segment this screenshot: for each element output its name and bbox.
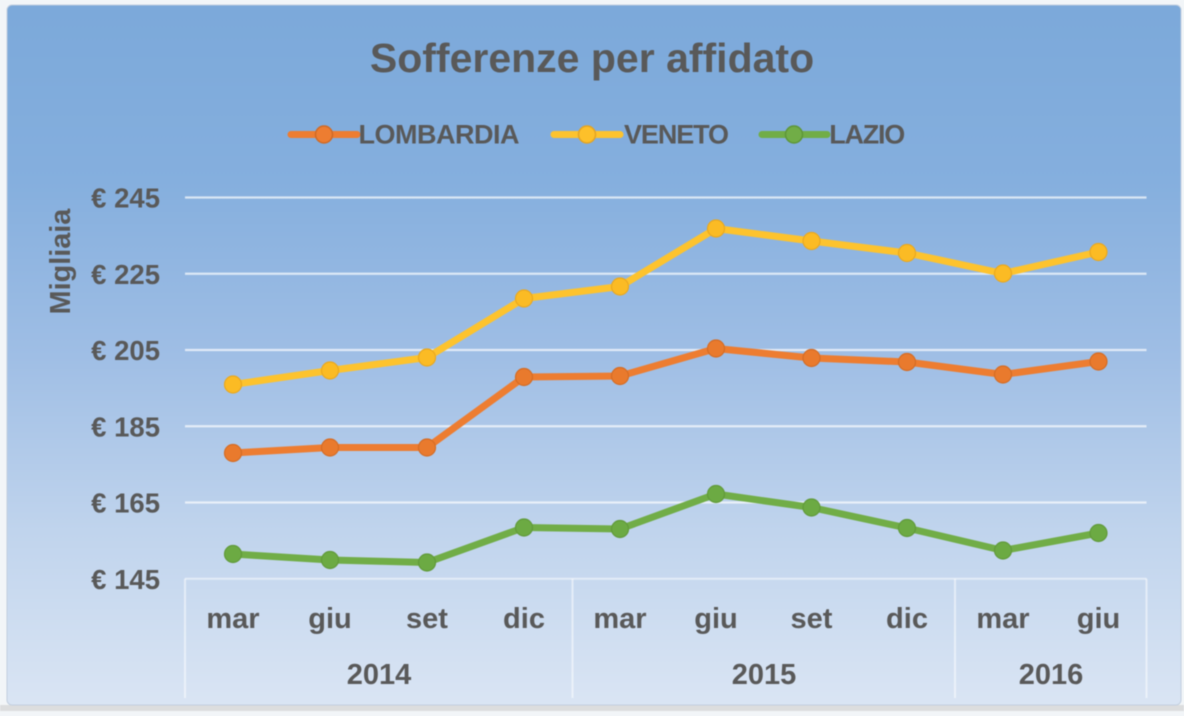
svg-text:LAZIO: LAZIO [829, 120, 904, 150]
svg-text:€ 225: € 225 [91, 259, 160, 290]
svg-text:giu: giu [308, 603, 352, 635]
svg-text:2014: 2014 [347, 659, 412, 691]
svg-text:mar: mar [206, 603, 259, 635]
svg-text:mar: mar [976, 603, 1029, 635]
svg-text:Sofferenze per affidato: Sofferenze per affidato [370, 35, 814, 81]
svg-text:dic: dic [886, 603, 928, 635]
svg-text:2016: 2016 [1019, 659, 1084, 691]
svg-text:mar: mar [593, 603, 646, 635]
svg-text:€ 145: € 145 [91, 564, 160, 595]
svg-text:set: set [406, 603, 448, 635]
svg-text:€ 165: € 165 [91, 488, 160, 519]
svg-text:giu: giu [1077, 603, 1121, 635]
svg-text:set: set [791, 603, 833, 635]
svg-text:€ 205: € 205 [91, 335, 160, 366]
svg-text:Migliaia: Migliaia [45, 208, 77, 315]
svg-text:dic: dic [503, 603, 545, 635]
svg-text:2015: 2015 [732, 659, 797, 691]
svg-text:LOMBARDIA: LOMBARDIA [359, 120, 519, 150]
svg-text:VENETO: VENETO [624, 120, 728, 150]
svg-text:€ 185: € 185 [91, 411, 160, 442]
svg-text:giu: giu [694, 603, 738, 635]
svg-text:€ 245: € 245 [91, 183, 160, 214]
